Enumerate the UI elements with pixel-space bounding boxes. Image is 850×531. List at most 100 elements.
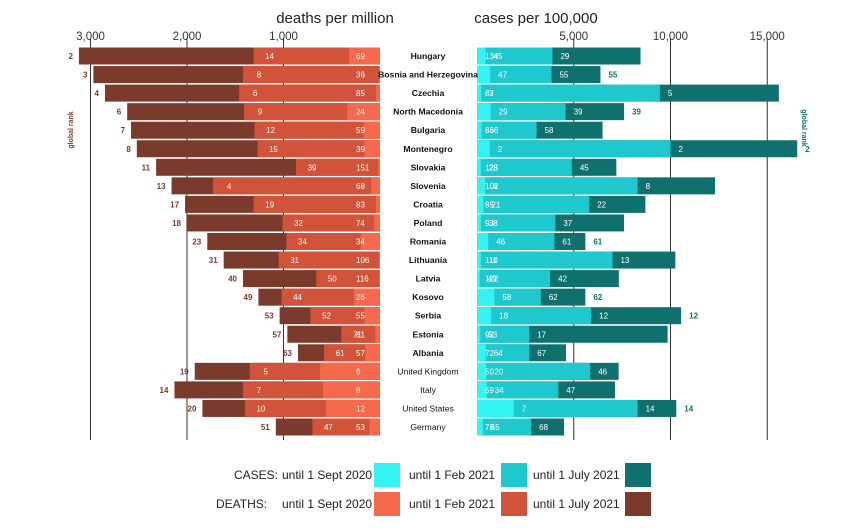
cases-rank-label: 64 xyxy=(494,349,503,358)
deaths-rank-label: 19 xyxy=(180,367,189,376)
country-label: Latvia xyxy=(416,274,441,284)
deaths-rank-label: 47 xyxy=(324,423,333,432)
deaths-bar-sept xyxy=(325,399,380,417)
deaths-rank-label: 39 xyxy=(356,145,365,154)
cases-rank-label: 134 xyxy=(485,52,499,61)
deaths-bar-sept xyxy=(363,121,380,139)
cases-rank-label: 78 xyxy=(485,423,494,432)
cases-bar-sept xyxy=(477,158,481,176)
deaths-bar-feb xyxy=(278,251,380,269)
cases-rank-label: 45 xyxy=(580,163,589,172)
deaths-bar-feb xyxy=(253,195,380,213)
deaths-rank-label: 34 xyxy=(356,238,365,247)
deaths-bar-sept xyxy=(360,233,380,250)
cases-rank-label: 45 xyxy=(494,52,503,61)
cases-rank-label: 42 xyxy=(558,275,567,284)
deaths-rank-label: 83 xyxy=(356,200,365,209)
cases-rank-label-outer: 2 xyxy=(805,145,810,154)
cases-rank-label: 46 xyxy=(598,367,607,376)
cases-rank-label: 68 xyxy=(539,423,548,432)
deaths-bar-sept xyxy=(379,251,380,269)
deaths-rank-label: 59 xyxy=(356,126,365,135)
legend-swatch-deaths-sept xyxy=(374,492,400,516)
country-label: Bulgaria xyxy=(411,125,446,135)
deaths-rank-label: 24 xyxy=(356,108,365,117)
cases-rank-label: 13 xyxy=(620,256,629,265)
legend-swatch-cases-sept xyxy=(374,463,400,487)
deaths-rank-label: 8 xyxy=(356,386,361,395)
cases-rank-label: 14 xyxy=(646,404,655,413)
deaths-rank-label: 151 xyxy=(356,163,370,172)
country-label: Germany xyxy=(410,422,446,432)
cases-rank-label: 92 xyxy=(485,330,494,339)
deaths-rank-label: 69 xyxy=(356,52,365,61)
country-label: Romania xyxy=(410,237,447,247)
cases-rank-label: 6 xyxy=(493,182,498,191)
deaths-rank-label: 74 xyxy=(356,219,365,228)
cases-rank-label: 20 xyxy=(494,367,503,376)
legend-swatch-deaths-july xyxy=(625,492,651,516)
country-label: Bosnia and Herzegovina xyxy=(378,70,478,80)
cases-bar-feb xyxy=(477,362,591,380)
cases-rank-label: 67 xyxy=(537,349,546,358)
legend-deaths-sept-label: until 1 Sept 2020 xyxy=(282,497,372,511)
deaths-rank-label: 19 xyxy=(265,200,274,209)
deaths-bar-feb xyxy=(243,103,380,121)
deaths-rank-label: 8 xyxy=(126,145,131,154)
deaths-rank-label: 23 xyxy=(192,238,201,247)
deaths-bar-sept xyxy=(364,307,380,325)
cases-bar-sept xyxy=(477,177,486,195)
deaths-rank-label: 12 xyxy=(356,404,365,413)
cases-rank-label: 53 xyxy=(488,330,497,339)
country-label: Croatia xyxy=(413,199,443,209)
country-label: Italy xyxy=(420,385,436,395)
cases-bar-feb xyxy=(477,47,553,65)
legend-swatch-cases-july xyxy=(625,463,651,487)
deaths-bar-sept xyxy=(376,195,380,213)
deaths-rank-label: 61 xyxy=(336,349,345,358)
deaths-bar-feb xyxy=(254,121,380,139)
cases-bar-feb xyxy=(477,84,660,102)
right-global-rank-label: global rank xyxy=(800,109,807,146)
cases-rank-label: 47 xyxy=(498,71,507,80)
legend: CASES: until 1 Sept 2020 until 1 Feb 202… xyxy=(216,463,651,516)
deaths-rank-label: 71 xyxy=(353,330,362,339)
deaths-tick-label: 2,000 xyxy=(173,31,202,43)
cases-tick-label: 10,000 xyxy=(653,31,688,43)
cases-bar-feb xyxy=(477,140,671,158)
cases-rank-label-outer: 39 xyxy=(632,108,641,117)
cases-bar-sept xyxy=(477,362,487,380)
cases-rank-label-outer: 14 xyxy=(684,404,693,413)
deaths-bar-sept xyxy=(323,381,380,399)
country-label: Estonia xyxy=(412,329,443,339)
cases-rank-label: 110 xyxy=(485,256,498,265)
cases-rank-label: 86 xyxy=(485,126,494,135)
deaths-rank-label: 31 xyxy=(290,256,299,265)
cases-rank-label: 34 xyxy=(495,386,504,395)
country-label: Hungary xyxy=(411,51,446,61)
deaths-rank-label: 36 xyxy=(356,71,365,80)
cases-rank-label: 58 xyxy=(502,293,511,302)
cases-rank-label: 72 xyxy=(485,349,494,358)
cases-rank-label: 22 xyxy=(597,200,606,209)
legend-deaths-label: DEATHS: xyxy=(216,497,267,511)
deaths-bar-sept xyxy=(353,288,380,306)
deaths-rank-label: 53 xyxy=(265,312,274,321)
cases-rank-label: 65 xyxy=(491,423,500,432)
deaths-rank-label: 2 xyxy=(68,52,73,61)
cases-rank-label: 59 xyxy=(485,386,494,395)
deaths-rank-label: 3 xyxy=(83,71,88,80)
cases-rank-label-outer: 12 xyxy=(689,312,698,321)
cases-bar-sept xyxy=(477,325,481,343)
deaths-bar-sept xyxy=(379,66,380,84)
deaths-rank-label: 18 xyxy=(172,219,181,228)
cases-rank-label: 87 xyxy=(485,89,494,98)
cases-bar-sept xyxy=(477,344,486,362)
deaths-bar-feb xyxy=(239,84,380,102)
cases-bar-sept xyxy=(477,381,487,399)
deaths-rank-label: 7 xyxy=(257,386,262,395)
deaths-bar-sept xyxy=(376,84,380,102)
cases-rank-label: 17 xyxy=(537,330,546,339)
deaths-rank-label: 68 xyxy=(356,182,365,191)
cases-rank-label: 50 xyxy=(485,367,494,376)
